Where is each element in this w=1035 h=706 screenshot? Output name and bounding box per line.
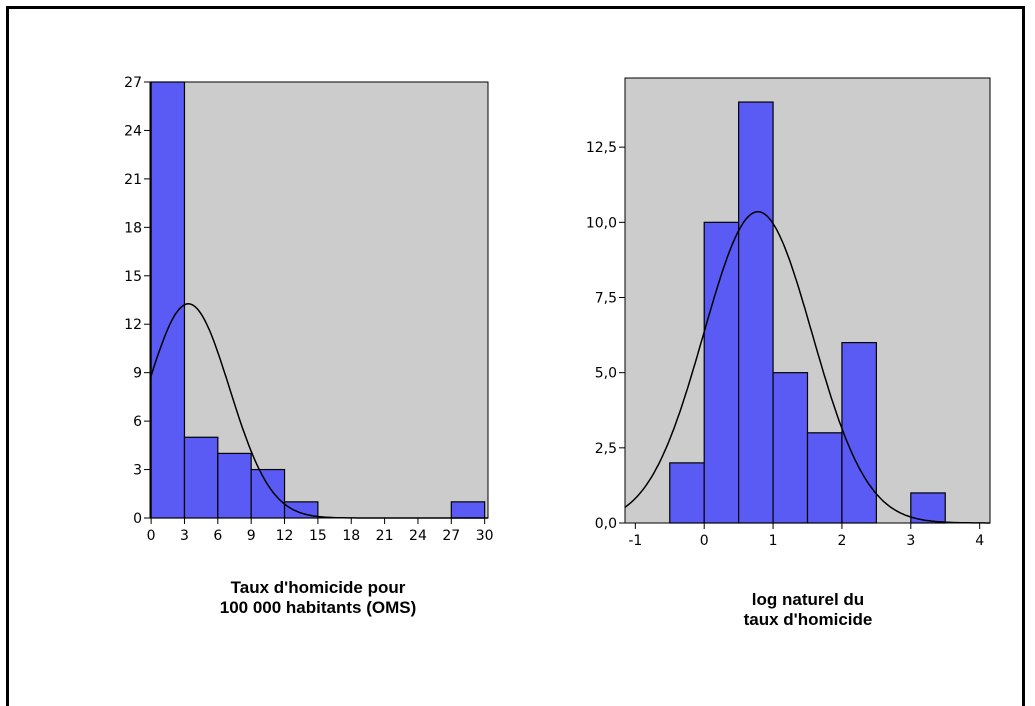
x-tick-label: 15 <box>309 528 327 544</box>
x-tick-label: 27 <box>442 528 460 544</box>
histogram-bar <box>806 432 843 524</box>
x-tick-label: 3 <box>180 528 189 544</box>
x-tick-label: 1 <box>769 533 778 549</box>
normal-curve <box>624 211 990 524</box>
y-tick-label: 24 <box>124 123 142 139</box>
y-tick-label: 9 <box>133 366 142 382</box>
histogram-bar <box>738 101 774 524</box>
y-tick-label: 0,0 <box>595 516 617 532</box>
x-tick-label: 3 <box>906 533 915 549</box>
y-tick-label: 5,0 <box>595 366 617 382</box>
y-tick-label: 7,5 <box>595 290 617 306</box>
histogram-bar <box>283 501 319 519</box>
normal-curve <box>149 303 488 519</box>
x-tick-label: -1 <box>628 533 642 549</box>
x-tick-label: 0 <box>700 533 709 549</box>
homicide-rate-histogram: 0 3 6 9 12 15 18 21 24 27 0 3 6 9 12 15 18 21 24 27 30 Taux d… <box>124 75 493 617</box>
x-axis-label: Taux d'homicide pour <box>231 578 406 597</box>
y-tick-label: 12,5 <box>586 140 617 156</box>
x-axis-label: taux d'homicide <box>744 610 873 629</box>
histogram-bar <box>703 221 740 524</box>
histogram-bar <box>150 81 186 519</box>
histogram-bar <box>217 452 252 519</box>
histogram-bar <box>450 501 486 519</box>
x-tick-label: 2 <box>837 533 846 549</box>
x-tick-label: 12 <box>276 528 294 544</box>
y-tick-label: 21 <box>124 172 142 188</box>
y-tick-label: 27 <box>124 75 142 91</box>
x-tick-label: 21 <box>376 528 394 544</box>
y-tick-label: 18 <box>124 220 142 236</box>
y-tick-label: 10,0 <box>586 215 617 231</box>
x-tick-label: 9 <box>247 528 256 544</box>
x-axis-label: 100 000 habitants (OMS) <box>220 598 417 617</box>
y-tick-label: 15 <box>124 269 142 285</box>
x-axis-label: log naturel du <box>752 590 864 609</box>
x-tick-label: 30 <box>476 528 494 544</box>
histogram-bar <box>183 436 219 519</box>
x-tick-label: 6 <box>213 528 222 544</box>
histogram-bar <box>250 468 286 519</box>
figure-frame <box>6 6 1025 706</box>
histogram-bar <box>841 341 877 524</box>
x-tick-label: 0 <box>147 528 156 544</box>
x-tick-label: 4 <box>975 533 984 549</box>
histogram-bar <box>669 462 705 524</box>
y-tick-label: 12 <box>124 317 142 333</box>
x-tick-label: 18 <box>342 528 360 544</box>
y-tick-label: 2,5 <box>595 441 617 457</box>
y-tick-label: 0 <box>133 511 142 527</box>
histogram-bar <box>772 372 809 524</box>
y-tick-label: 6 <box>133 414 142 430</box>
x-tick-label: 24 <box>409 528 427 544</box>
y-tick-label: 3 <box>133 463 142 479</box>
log-homicide-rate-histogram: 0,0 2,5 5,0 7,5 10,0 12,5 -1 0 1 2 3 4 log naturel d… <box>586 77 991 629</box>
